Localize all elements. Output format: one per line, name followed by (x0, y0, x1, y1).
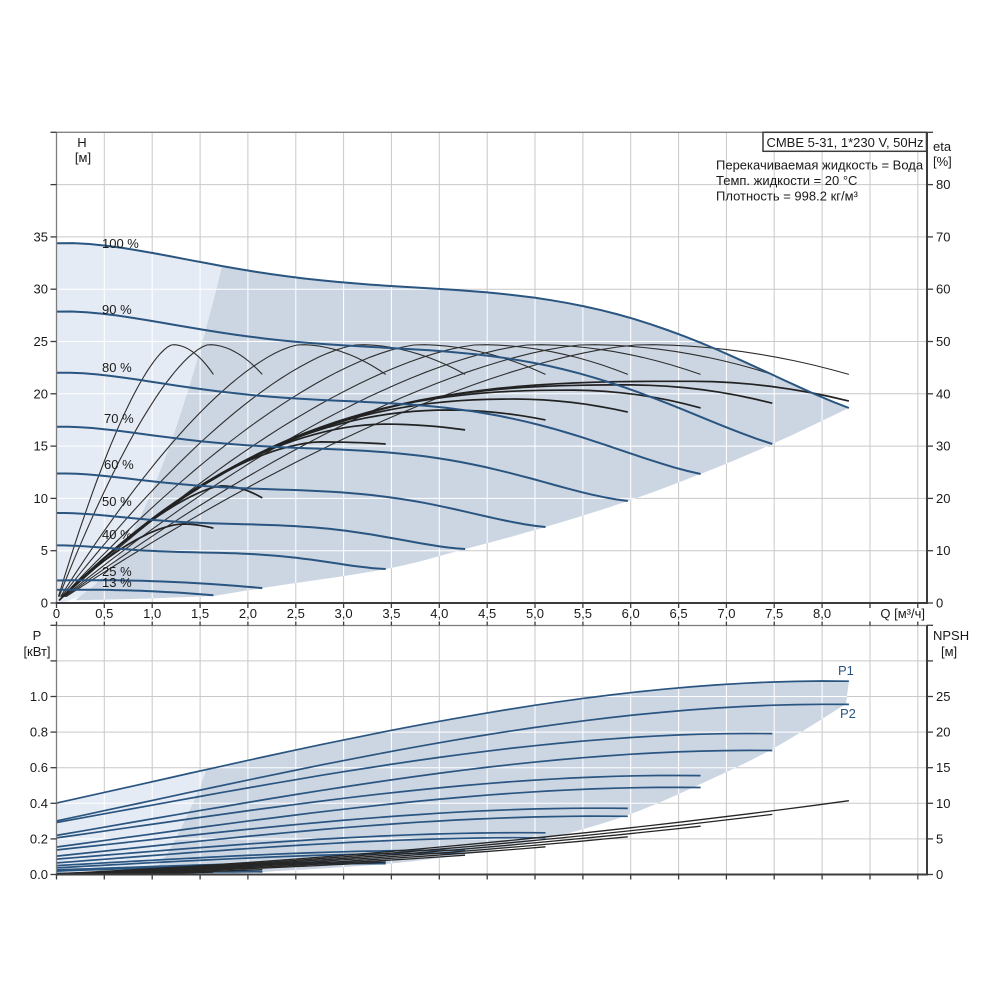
svg-text:2,0: 2,0 (239, 606, 257, 621)
svg-text:0.0: 0.0 (30, 867, 48, 882)
svg-text:25: 25 (34, 334, 48, 349)
svg-text:Плотность = 998.2 кг/м³: Плотность = 998.2 кг/м³ (716, 189, 859, 204)
svg-text:0: 0 (53, 606, 60, 621)
svg-text:8,0: 8,0 (813, 606, 831, 621)
svg-text:70 %: 70 % (104, 411, 134, 426)
svg-text:1.0: 1.0 (30, 689, 48, 704)
svg-text:5: 5 (41, 543, 48, 558)
svg-text:10: 10 (34, 491, 48, 506)
svg-text:6,0: 6,0 (622, 606, 640, 621)
svg-text:7,0: 7,0 (717, 606, 735, 621)
svg-text:35: 35 (34, 229, 48, 244)
svg-text:0.4: 0.4 (30, 796, 48, 811)
svg-text:0: 0 (936, 596, 943, 611)
svg-text:P2: P2 (840, 706, 856, 721)
svg-text:5: 5 (936, 831, 943, 846)
svg-text:CMBE 5-31, 1*230 V, 50Hz: CMBE 5-31, 1*230 V, 50Hz (766, 135, 923, 150)
svg-text:P: P (33, 628, 42, 643)
svg-text:1,5: 1,5 (191, 606, 209, 621)
svg-text:80: 80 (936, 177, 950, 192)
svg-text:30: 30 (34, 282, 48, 297)
svg-text:90 %: 90 % (102, 302, 132, 317)
svg-text:40: 40 (936, 386, 950, 401)
svg-text:30: 30 (936, 439, 950, 454)
svg-text:5,5: 5,5 (574, 606, 592, 621)
svg-text:3,5: 3,5 (382, 606, 400, 621)
svg-text:10: 10 (936, 796, 950, 811)
svg-text:60: 60 (936, 282, 950, 297)
svg-text:15: 15 (34, 439, 48, 454)
svg-text:NPSH: NPSH (933, 628, 969, 643)
svg-text:0.2: 0.2 (30, 831, 48, 846)
svg-text:4,5: 4,5 (478, 606, 496, 621)
svg-text:[кВт]: [кВт] (23, 644, 50, 659)
svg-text:Q [м³/ч]: Q [м³/ч] (880, 606, 925, 621)
svg-text:1,0: 1,0 (143, 606, 161, 621)
svg-text:80 %: 80 % (102, 360, 132, 375)
svg-text:70: 70 (936, 229, 950, 244)
svg-text:3,0: 3,0 (335, 606, 353, 621)
svg-text:4,0: 4,0 (430, 606, 448, 621)
svg-text:10: 10 (936, 543, 950, 558)
svg-text:13 %: 13 % (102, 575, 132, 590)
svg-text:25 %: 25 % (102, 564, 132, 579)
svg-text:0: 0 (936, 867, 943, 882)
svg-text:0: 0 (41, 596, 48, 611)
svg-text:[м]: [м] (941, 644, 957, 659)
svg-text:0.6: 0.6 (30, 760, 48, 775)
svg-text:5,0: 5,0 (526, 606, 544, 621)
svg-text:eta: eta (933, 139, 952, 154)
svg-text:20: 20 (34, 386, 48, 401)
svg-text:100 %: 100 % (102, 236, 139, 251)
svg-text:15: 15 (936, 760, 950, 775)
svg-text:0.8: 0.8 (30, 725, 48, 740)
svg-text:60 %: 60 % (104, 457, 134, 472)
svg-text:25: 25 (936, 689, 950, 704)
svg-text:[%]: [%] (933, 154, 952, 169)
svg-text:6,5: 6,5 (670, 606, 688, 621)
svg-text:Перекачиваемая жидкость = Вода: Перекачиваемая жидкость = Вода (716, 158, 924, 173)
svg-text:7,5: 7,5 (765, 606, 783, 621)
svg-text:50 %: 50 % (102, 494, 132, 509)
svg-text:P1: P1 (838, 663, 854, 678)
svg-text:Темп. жидкости = 20 °C: Темп. жидкости = 20 °C (716, 173, 857, 188)
svg-text:[м]: [м] (75, 150, 91, 165)
svg-text:40 %: 40 % (102, 527, 132, 542)
svg-text:2,5: 2,5 (287, 606, 305, 621)
svg-text:20: 20 (936, 725, 950, 740)
svg-text:50: 50 (936, 334, 950, 349)
svg-text:20: 20 (936, 491, 950, 506)
svg-text:H: H (77, 135, 86, 150)
svg-text:0,5: 0,5 (95, 606, 113, 621)
